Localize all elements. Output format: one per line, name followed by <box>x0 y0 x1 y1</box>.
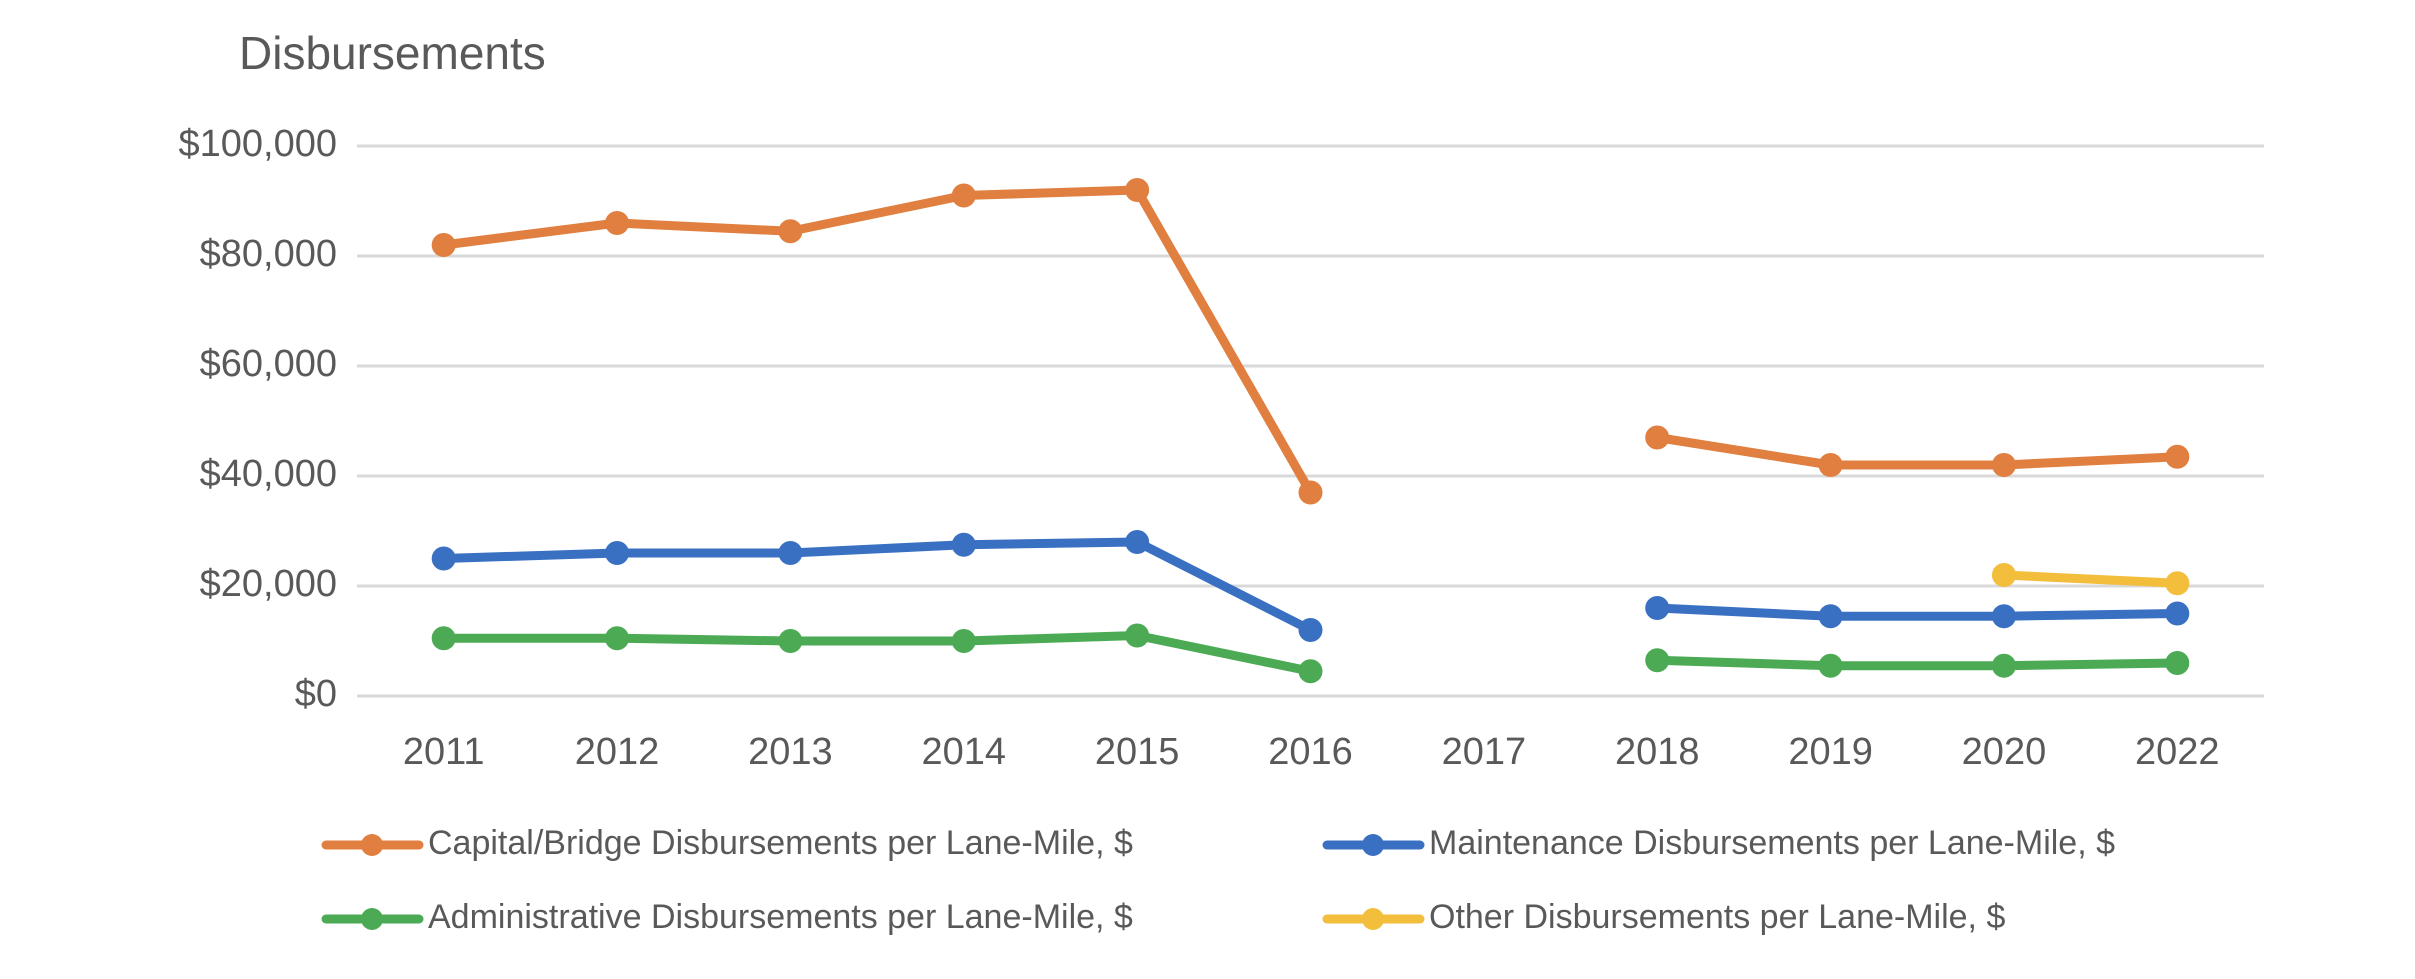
data-point <box>1818 604 1843 629</box>
data-point <box>431 546 456 571</box>
legend-label: Administrative Disbursements per Lane-Mi… <box>428 898 1133 936</box>
series-line <box>1999 570 2182 588</box>
y-tick-label: $100,000 <box>179 123 338 165</box>
data-point <box>1818 653 1843 678</box>
data-point <box>1991 604 2016 629</box>
x-tick-label: 2013 <box>748 731 833 773</box>
y-tick-label: $0 <box>295 673 337 715</box>
x-tick-label: 2018 <box>1615 731 1700 773</box>
legend-label: Capital/Bridge Disbursements per Lane-Mi… <box>428 824 1133 862</box>
data-point <box>1125 178 1150 202</box>
data-point <box>1125 623 1150 648</box>
legend-label: Maintenance Disbursements per Lane-Mile,… <box>1429 824 2115 862</box>
series-line <box>439 185 2182 497</box>
y-tick-label: $20,000 <box>200 563 337 605</box>
data-point <box>2165 651 2190 675</box>
data-point <box>1645 648 1670 673</box>
data-point <box>778 541 803 565</box>
legend-marker <box>361 908 383 930</box>
legend-marker <box>1362 908 1384 930</box>
legend-label: Other Disbursements per Lane-Mile, $ <box>1429 898 2005 936</box>
legend-marker <box>1362 834 1384 856</box>
chart-title: Disbursements <box>239 27 546 79</box>
data-point <box>1645 596 1670 620</box>
data-point <box>1991 453 2016 477</box>
data-point <box>2165 444 2190 469</box>
x-tick-label: 2020 <box>1962 731 2047 773</box>
x-tick-label: 2016 <box>1268 731 1353 773</box>
y-tick-label: $40,000 <box>200 453 337 495</box>
x-tick-label: 2022 <box>2135 731 2220 773</box>
data-point <box>2165 571 2190 596</box>
data-point <box>1818 453 1843 477</box>
series-line <box>439 631 2182 676</box>
legend-marker <box>361 834 383 856</box>
x-tick-label: 2015 <box>1095 731 1180 773</box>
x-tick-label: 2012 <box>575 731 660 773</box>
data-point <box>951 532 976 557</box>
data-point <box>951 183 976 208</box>
data-point <box>605 211 630 235</box>
data-point <box>605 626 630 651</box>
x-tick-label: 2017 <box>1442 731 1527 773</box>
data-point <box>1991 563 2016 587</box>
data-point <box>778 219 803 244</box>
data-point <box>431 626 456 651</box>
x-tick-label: 2019 <box>1788 731 1873 773</box>
data-point <box>605 541 630 565</box>
data-point <box>951 629 976 653</box>
x-tick-label: 2011 <box>403 731 485 773</box>
data-point <box>1645 425 1670 450</box>
y-tick-label: $60,000 <box>200 343 337 385</box>
data-point <box>1298 480 1323 505</box>
data-point <box>1991 653 2016 678</box>
data-point <box>431 233 456 257</box>
series-line <box>439 537 2182 635</box>
data-point <box>1125 530 1150 554</box>
data-point <box>1298 659 1323 684</box>
y-tick-label: $80,000 <box>200 233 337 275</box>
x-tick-label: 2014 <box>921 731 1006 773</box>
data-point <box>778 629 803 653</box>
data-point <box>2165 601 2190 626</box>
data-point <box>1298 618 1323 642</box>
